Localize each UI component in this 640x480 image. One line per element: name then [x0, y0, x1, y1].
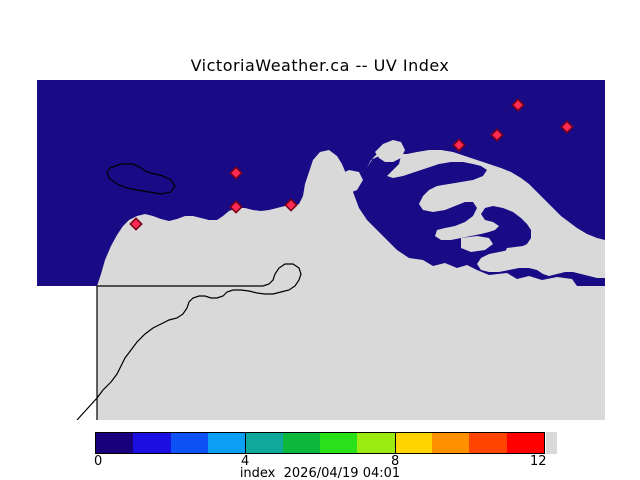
island-outline-upper-left: [106, 163, 176, 195]
map-vector-layer: [76, 98, 605, 420]
station-marker-8[interactable]: [560, 120, 574, 134]
coastline-outline-outside-data: [76, 263, 302, 420]
colorbar-segment-6: [319, 433, 358, 453]
station-marker-3[interactable]: [229, 200, 243, 214]
coastline-south-shore: [96, 263, 302, 420]
colorbar-segment-10: [469, 433, 507, 453]
colorbar-segment-9: [431, 433, 470, 453]
land-northern-island: [367, 146, 605, 278]
station-marker-7[interactable]: [511, 98, 525, 112]
colorbar-tick-label-4: 4: [241, 454, 250, 469]
coastline-diagonal-edge: [76, 397, 98, 420]
uv-index-map[interactable]: [37, 80, 605, 420]
station-marker-6[interactable]: [490, 128, 504, 142]
colorbar-tick-label-8: 8: [391, 454, 400, 469]
land-channel-island-c: [333, 170, 363, 194]
page-title: VictoriaWeather.ca -- UV Index: [190, 56, 450, 75]
station-marker-2[interactable]: [229, 166, 243, 180]
colorbar-tick-label-0: 0: [94, 454, 103, 469]
colorbar-segment-8: [394, 433, 432, 453]
colorbar-tail-block: [546, 432, 557, 454]
colorbar-segment-3: [207, 433, 246, 453]
colorbar-tick-label-12: 12: [530, 454, 547, 469]
land-channel-island-b: [503, 246, 533, 262]
colorbar-caption: index 2026/04/19 04:01: [239, 466, 401, 480]
colorbar-segment-0: [96, 433, 134, 453]
colorbar-segment-2: [170, 433, 208, 453]
colorbar-tick-line-4: [245, 432, 246, 454]
colorbar-segment-5: [282, 433, 320, 453]
colorbar-tick-line-8: [395, 432, 396, 454]
station-markers-layer[interactable]: [129, 98, 574, 231]
colorbar-segment-4: [245, 433, 283, 453]
uv-index-colorbar[interactable]: [95, 432, 545, 454]
station-marker-4[interactable]: [284, 198, 298, 212]
colorbar-gradient[interactable]: [95, 432, 545, 454]
colorbar-segment-11: [506, 433, 544, 453]
colorbar-segment-1: [133, 433, 171, 453]
station-marker-5[interactable]: [452, 138, 466, 152]
land-small-hook-island: [375, 140, 405, 162]
land-polygons-in-data-region: [97, 140, 605, 420]
land-channel-island-a: [461, 236, 493, 252]
station-marker-1[interactable]: [129, 217, 143, 231]
land-main-southern: [97, 150, 605, 420]
colorbar-segment-7: [357, 433, 395, 453]
